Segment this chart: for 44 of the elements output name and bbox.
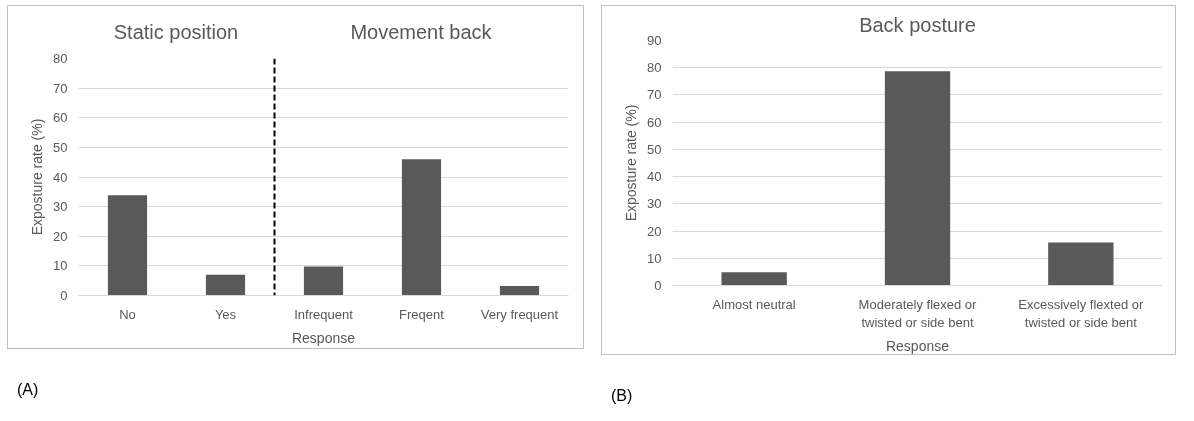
y-tick-label: 60	[53, 110, 68, 126]
y-tick-label: 30	[647, 196, 662, 212]
y-tick-label: 60	[647, 114, 662, 130]
x-tick-label: Excessively flexted or twisted or side bent	[1018, 296, 1144, 330]
x-tick-label: Moderately flexed or twisted or side bent	[858, 296, 978, 330]
y-tick-label: 40	[53, 169, 68, 185]
y-tick-label: 10	[53, 258, 68, 274]
text: (B)	[611, 386, 633, 406]
bar	[205, 274, 246, 296]
y-tick-label: 0	[60, 288, 68, 303]
bar	[884, 71, 951, 286]
y-tick-label: 30	[53, 199, 68, 215]
y-tick-label: 40	[647, 169, 662, 185]
x-tick-label: Almost neutral	[712, 296, 796, 312]
bar	[107, 195, 148, 296]
x-tick-label: No	[119, 306, 136, 322]
y-tick-label: 20	[53, 228, 68, 244]
bar	[499, 286, 540, 296]
x-tick-label: Yes	[214, 306, 237, 322]
y-tick-label: 90	[647, 33, 662, 48]
x-axis-title: Response	[291, 329, 356, 346]
y-axis-title: Exposture rate (%)	[29, 118, 46, 236]
x-tick-label: Freqent	[399, 306, 445, 322]
y-tick-label: 70	[53, 80, 68, 96]
x-tick-label: Very frequent	[480, 306, 559, 322]
bar	[721, 272, 787, 286]
y-tick-label: 80	[647, 60, 662, 76]
text: Static position	[112, 20, 240, 45]
chart-title: Back posture	[859, 13, 976, 36]
bar	[401, 159, 442, 296]
y-axis-title: Exposture rate (%)	[623, 104, 640, 222]
y-tick-label: 50	[647, 141, 662, 157]
bar	[303, 266, 344, 296]
y-tick-label: 10	[647, 250, 662, 266]
text: Movement back	[349, 20, 493, 45]
y-tick-label: 0	[654, 278, 662, 293]
y-tick-label: 20	[647, 223, 662, 239]
y-tick-label: 70	[647, 87, 662, 103]
x-tick-label: Infrequent	[294, 306, 354, 322]
y-tick-label: 50	[53, 139, 68, 155]
bar	[1048, 242, 1114, 286]
y-tick-label: 80	[53, 51, 68, 66]
text: (A)	[17, 380, 39, 400]
x-axis-title: Response	[885, 337, 950, 354]
